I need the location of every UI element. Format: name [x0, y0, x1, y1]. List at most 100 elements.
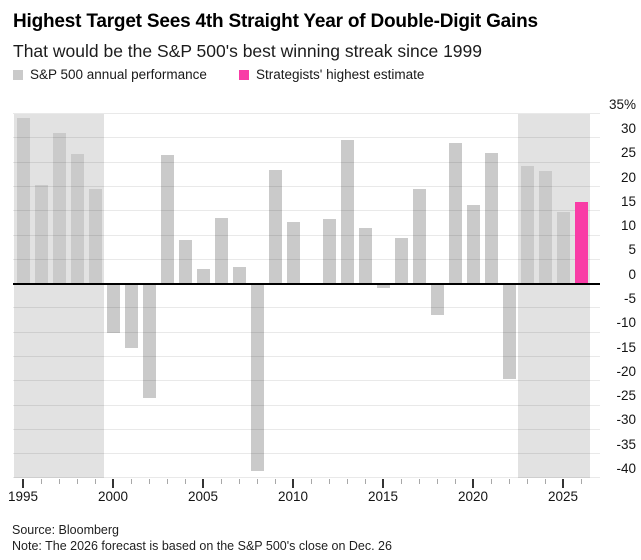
- bar-1995: [16, 118, 30, 284]
- bar-2016: [394, 237, 408, 284]
- bar-1996: [34, 185, 48, 284]
- x-axis-label: 2025: [547, 488, 579, 504]
- bar-2017: [412, 189, 426, 284]
- x-axis-tick: [22, 479, 24, 488]
- bar-2002: [142, 284, 156, 399]
- bar-2006: [214, 217, 228, 284]
- x-axis-tick: [310, 479, 312, 484]
- x-axis-tick: [148, 479, 150, 484]
- x-axis-tick: [94, 479, 96, 484]
- x-axis-tick: [418, 479, 420, 484]
- y-axis-label: 20: [620, 169, 636, 185]
- x-axis-tick: [58, 479, 60, 484]
- x-axis-label: 2000: [97, 488, 129, 504]
- x-axis-tick: [346, 479, 348, 484]
- x-axis-tick: [472, 479, 474, 488]
- x-axis-tick: [256, 479, 258, 484]
- x-axis-tick: [526, 479, 528, 484]
- x-axis-tick: [76, 479, 78, 484]
- x-axis-tick: [454, 479, 456, 484]
- bar-2009: [268, 169, 282, 284]
- chart-subtitle: That would be the S&P 500's best winning…: [13, 41, 483, 61]
- gridline: [13, 356, 600, 358]
- y-axis-label: -35: [616, 436, 636, 452]
- x-axis-tick: [238, 479, 240, 484]
- x-axis-label: 1995: [7, 488, 39, 504]
- x-axis-tick: [544, 479, 546, 484]
- gridline: [13, 453, 600, 455]
- bar-2004: [178, 239, 192, 284]
- gridline: [13, 380, 600, 382]
- bar-2008: [250, 284, 264, 472]
- bar-2018: [430, 284, 444, 315]
- bar-1997: [52, 133, 66, 284]
- x-axis-tick: [400, 479, 402, 484]
- gridline: [13, 161, 600, 163]
- x-axis-tick: [130, 479, 132, 484]
- bar-2010: [286, 221, 300, 284]
- bar-1998: [70, 154, 84, 284]
- y-axis-label: -5: [623, 290, 636, 306]
- gridline: [13, 477, 600, 479]
- bar-2020: [466, 204, 480, 284]
- x-axis-label: 2020: [457, 488, 489, 504]
- gridline: [13, 404, 600, 406]
- bar-1999: [88, 188, 102, 284]
- y-axis-label: -25: [616, 388, 636, 404]
- x-axis-tick: [184, 479, 186, 484]
- gridline: [13, 428, 600, 430]
- chart-title: Highest Target Sees 4th Straight Year of…: [13, 11, 538, 32]
- x-axis-tick: [382, 479, 384, 488]
- gridline: [13, 186, 600, 188]
- y-axis-label: 0: [628, 266, 636, 282]
- legend-item-estimate: Strategists' highest estimate: [239, 67, 424, 82]
- x-axis-tick: [292, 479, 294, 488]
- bar-2022: [502, 284, 516, 379]
- y-axis-label: -40: [616, 460, 636, 476]
- y-axis-label: -30: [616, 412, 636, 428]
- x-axis-tick: [112, 479, 114, 488]
- x-axis-tick: [40, 479, 42, 484]
- x-axis-tick: [364, 479, 366, 484]
- gridline: [13, 307, 600, 309]
- bar-2023: [520, 166, 534, 284]
- note-line: Note: The 2026 forecast is based on the …: [12, 538, 392, 553]
- x-axis-tick: [580, 479, 582, 484]
- bar-2024: [538, 170, 552, 284]
- performance-swatch-icon: [13, 69, 23, 80]
- x-axis-tick: [202, 479, 204, 488]
- zero-line: [13, 283, 600, 285]
- x-axis-label: 2005: [187, 488, 219, 504]
- bar-2000: [106, 284, 120, 334]
- bar-2019: [448, 143, 462, 284]
- bar-2012: [322, 218, 336, 284]
- y-axis-label: 10: [620, 218, 636, 234]
- x-axis-tick: [436, 479, 438, 484]
- x-axis-tick: [508, 479, 510, 484]
- x-axis-tick: [328, 479, 330, 484]
- y-axis-label: 30: [620, 120, 636, 136]
- estimate-swatch-icon: [239, 69, 249, 80]
- gridline: [13, 113, 600, 115]
- legend-item-performance: S&P 500 annual performance: [13, 67, 207, 82]
- x-axis-tick: [490, 479, 492, 484]
- y-axis-label: 25: [620, 145, 636, 161]
- x-axis-tick: [274, 479, 276, 484]
- x-axis-tick: [220, 479, 222, 484]
- bar-2003: [160, 155, 174, 284]
- bar-2014: [358, 228, 372, 284]
- legend-label-estimate: Strategists' highest estimate: [256, 67, 425, 82]
- bar-2015: [376, 284, 390, 288]
- gridline: [13, 258, 600, 260]
- bar-2025: [556, 211, 570, 284]
- x-axis-tick: [166, 479, 168, 484]
- source-line: Source: Bloomberg: [12, 523, 120, 537]
- gridline: [13, 210, 600, 212]
- gridline: [13, 331, 600, 333]
- y-axis-label: -10: [616, 315, 636, 331]
- bar-2013: [340, 139, 354, 284]
- y-axis-label: -15: [616, 339, 636, 355]
- x-axis-label: 2015: [367, 488, 399, 504]
